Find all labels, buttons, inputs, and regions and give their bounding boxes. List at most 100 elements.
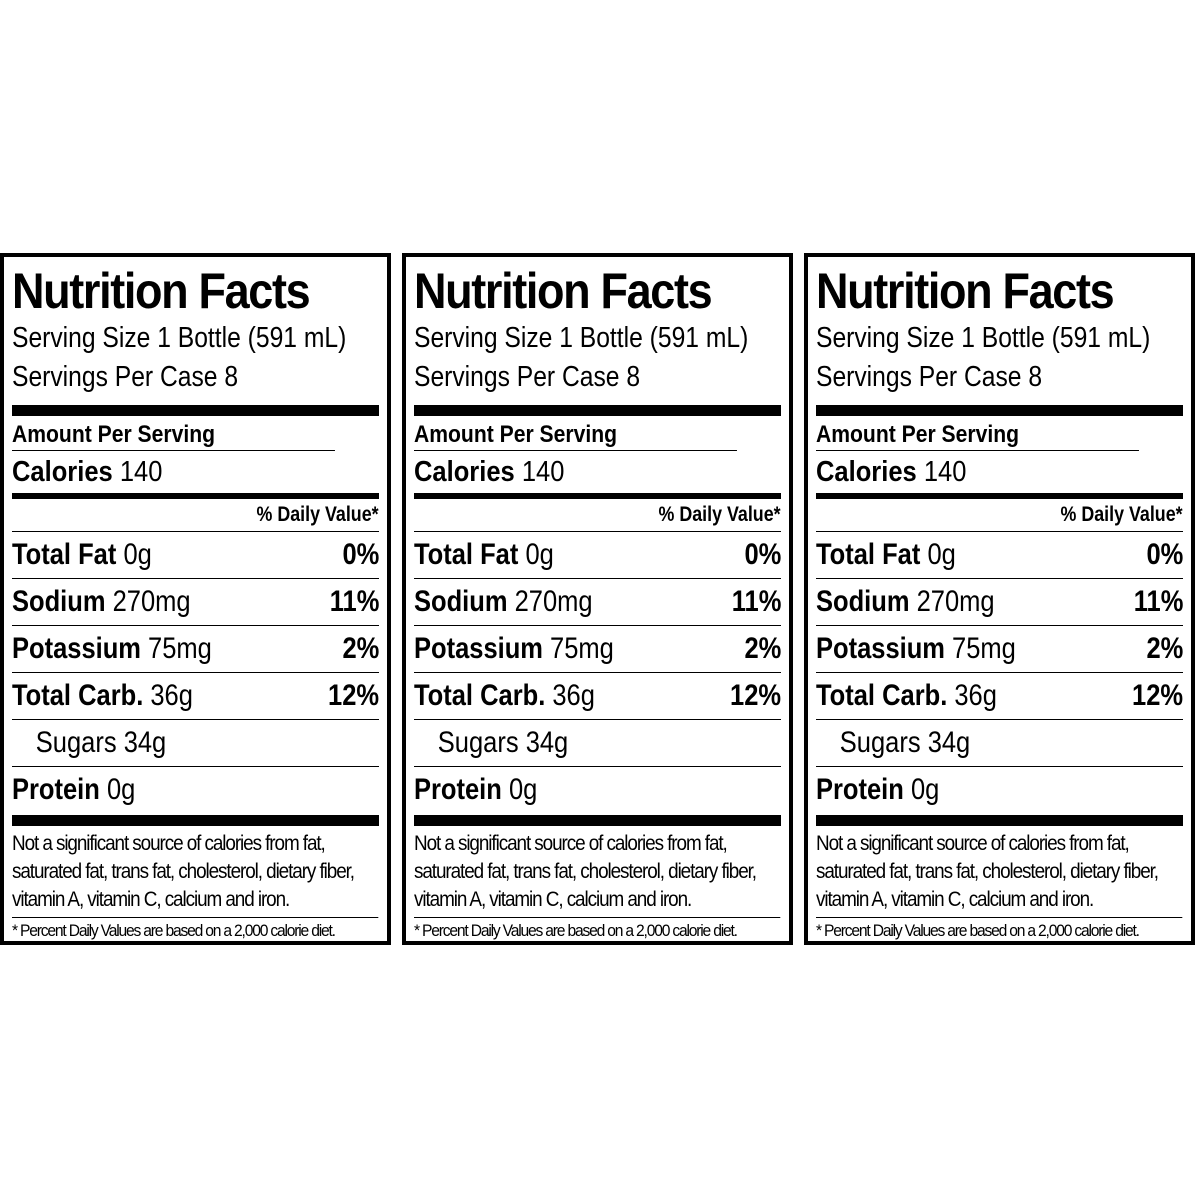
nutrient-label: Sodium xyxy=(816,585,910,618)
medium-divider xyxy=(816,493,1183,499)
nutrient-dv: 11% xyxy=(731,585,781,618)
nutrient-label: Protein xyxy=(816,773,904,806)
nutrient-row-potassium: Potassium 75mg 2% xyxy=(414,626,781,673)
nutrient-row-total-carb: Total Carb. 36g 12% xyxy=(816,673,1183,720)
serving-size: Serving Size 1 Bottle (591 mL) xyxy=(414,322,749,354)
servings-per-case: Servings Per Case 8 xyxy=(12,361,239,393)
nutrient-label: Total Carb. xyxy=(414,679,546,712)
amount-per-serving: Amount Per Serving xyxy=(816,420,1139,451)
nutrient-label: Potassium xyxy=(12,632,141,665)
nutrient-label: Potassium xyxy=(816,632,945,665)
footnote: * Percent Daily Values are based on a 2,… xyxy=(414,921,738,940)
nutrient-amount: 36g xyxy=(150,679,193,712)
nutrient-row-total-carb: Total Carb. 36g 12% xyxy=(414,673,781,720)
nutrient-row-sugars: Sugars 34g xyxy=(414,720,781,767)
calories-row: Calories 140 xyxy=(816,451,1139,493)
nutrient-row-potassium: Potassium 75mg 2% xyxy=(816,626,1183,673)
nutrient-amount: 0g xyxy=(927,538,956,571)
nutrient-amount: 0g xyxy=(123,538,152,571)
nutrient-label: Total Carb. xyxy=(816,679,948,712)
nutrient-label: Total Fat xyxy=(12,538,117,571)
nutrient-dv: 0% xyxy=(342,538,379,571)
nutrient-label: Protein xyxy=(414,773,502,806)
nutrient-label: Sodium xyxy=(414,585,508,618)
disclaimer-note: Not a significant source of calories fro… xyxy=(12,830,379,918)
nutrient-dv: 11% xyxy=(1133,585,1183,618)
footnote: * Percent Daily Values are based on a 2,… xyxy=(816,921,1140,940)
calories-row: Calories 140 xyxy=(414,451,737,493)
nutrient-label: Total Fat xyxy=(816,538,921,571)
nutrient-row-total-fat: Total Fat 0g 0% xyxy=(12,532,379,579)
nutrient-amount: 0g xyxy=(910,773,940,806)
nutrient-dv: 12% xyxy=(1131,679,1183,712)
nutrient-amount: 75mg xyxy=(952,632,1016,665)
thick-divider xyxy=(414,815,781,826)
nutrient-label: Total Carb. xyxy=(12,679,144,712)
nutrient-dv: 2% xyxy=(1146,632,1183,665)
nutrient-amount: 270mg xyxy=(514,585,593,618)
nutrient-amount: 36g xyxy=(954,679,997,712)
footnote: * Percent Daily Values are based on a 2,… xyxy=(12,921,336,940)
nutrient-amount: 75mg xyxy=(550,632,614,665)
nutrient-dv: 2% xyxy=(342,632,379,665)
nutrient-amount: 0g xyxy=(525,538,554,571)
nutrient-amount: 34g xyxy=(927,726,971,759)
servings-per-case: Servings Per Case 8 xyxy=(414,361,641,393)
thick-divider xyxy=(12,405,379,416)
nutrient-row-total-carb: Total Carb. 36g 12% xyxy=(12,673,379,720)
nutrient-amount: 0g xyxy=(106,773,136,806)
nutrient-label: Potassium xyxy=(414,632,543,665)
medium-divider xyxy=(414,493,781,499)
nutrient-row-protein: Protein 0g xyxy=(816,767,1183,813)
nutrient-row-protein: Protein 0g xyxy=(414,767,781,813)
nutrient-amount: 75mg xyxy=(148,632,212,665)
nutrient-dv: 12% xyxy=(729,679,781,712)
calories-value: 140 xyxy=(923,456,967,488)
calories-label: Calories xyxy=(816,456,917,488)
nutrient-amount: 270mg xyxy=(916,585,995,618)
thick-divider xyxy=(12,815,379,826)
nutrition-label-panel: Nutrition Facts Serving Size 1 Bottle (5… xyxy=(0,253,391,945)
nutrient-dv: 2% xyxy=(744,632,781,665)
thick-divider xyxy=(816,815,1183,826)
nutrient-amount: 0g xyxy=(508,773,538,806)
nutrient-row-sodium: Sodium 270mg 11% xyxy=(816,579,1183,626)
panel-title: Nutrition Facts xyxy=(414,263,713,319)
nutrient-row-potassium: Potassium 75mg 2% xyxy=(12,626,379,673)
servings-per-case: Servings Per Case 8 xyxy=(816,361,1043,393)
thick-divider xyxy=(414,405,781,416)
amount-per-serving: Amount Per Serving xyxy=(12,420,335,451)
nutrient-row-sugars: Sugars 34g xyxy=(816,720,1183,767)
serving-size: Serving Size 1 Bottle (591 mL) xyxy=(12,322,347,354)
nutrient-amount: 270mg xyxy=(112,585,191,618)
calories-value: 140 xyxy=(521,456,565,488)
nutrient-label: Sugars xyxy=(35,726,117,759)
panel-title: Nutrition Facts xyxy=(816,263,1115,319)
daily-value-header: % Daily Value* xyxy=(816,499,1183,532)
calories-row: Calories 140 xyxy=(12,451,335,493)
nutrient-dv: 0% xyxy=(744,538,781,571)
nutrition-label-panel: Nutrition Facts Serving Size 1 Bottle (5… xyxy=(804,253,1195,945)
nutrient-amount: 34g xyxy=(525,726,569,759)
medium-divider xyxy=(12,493,379,499)
nutrient-dv: 11% xyxy=(329,585,379,618)
serving-size: Serving Size 1 Bottle (591 mL) xyxy=(816,322,1151,354)
nutrient-row-total-fat: Total Fat 0g 0% xyxy=(816,532,1183,579)
nutrient-dv: 12% xyxy=(327,679,379,712)
panel-title: Nutrition Facts xyxy=(12,263,311,319)
thick-divider xyxy=(816,405,1183,416)
nutrition-label-panel: Nutrition Facts Serving Size 1 Bottle (5… xyxy=(402,253,793,945)
nutrient-label: Protein xyxy=(12,773,100,806)
daily-value-header: % Daily Value* xyxy=(12,499,379,532)
disclaimer-note: Not a significant source of calories fro… xyxy=(816,830,1183,918)
disclaimer-note: Not a significant source of calories fro… xyxy=(414,830,781,918)
nutrient-label: Total Fat xyxy=(414,538,519,571)
calories-label: Calories xyxy=(414,456,515,488)
nutrient-amount: 34g xyxy=(123,726,167,759)
daily-value-header: % Daily Value* xyxy=(414,499,781,532)
nutrient-row-sugars: Sugars 34g xyxy=(12,720,379,767)
nutrient-label: Sugars xyxy=(437,726,519,759)
nutrient-row-sodium: Sodium 270mg 11% xyxy=(414,579,781,626)
calories-value: 140 xyxy=(119,456,163,488)
nutrient-label: Sugars xyxy=(839,726,921,759)
